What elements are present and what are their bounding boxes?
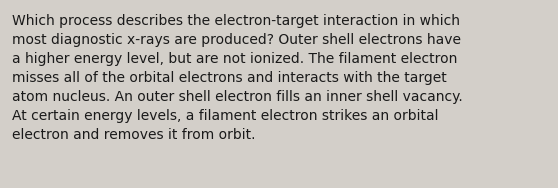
Text: Which process describes the electron-target interaction in which
most diagnostic: Which process describes the electron-tar… <box>12 14 463 142</box>
